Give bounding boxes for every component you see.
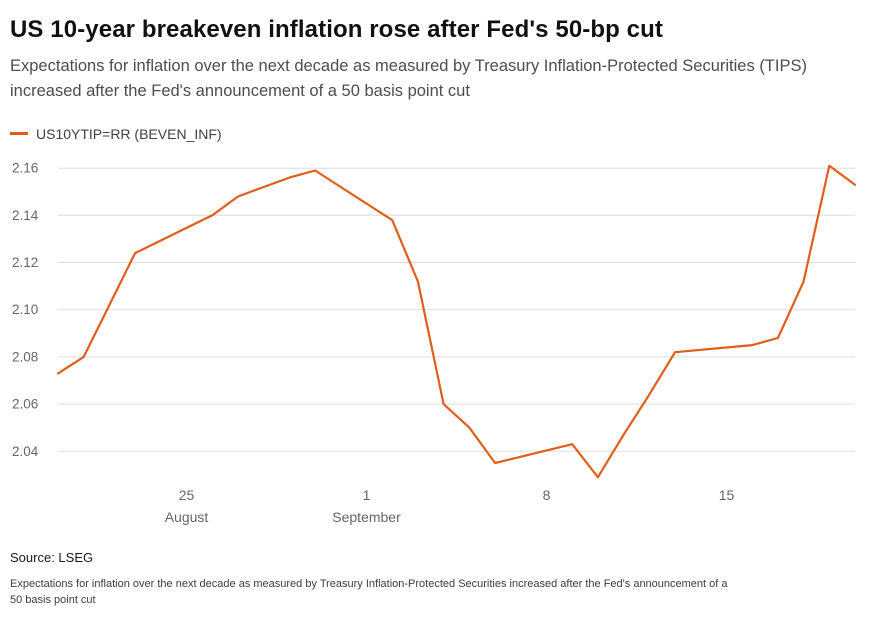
series-line	[56, 164, 857, 478]
y-axis-label: 2.16	[12, 160, 38, 175]
x-axis-label: 25	[179, 487, 195, 503]
chart-subtitle: Expectations for inflation over the next…	[10, 57, 807, 100]
x-axis-month-label: August	[165, 509, 209, 525]
x-axis-label: 1	[363, 487, 371, 503]
y-axis-label: 2.06	[12, 396, 38, 411]
y-axis-label: 2.14	[12, 207, 39, 222]
y-axis-label: 2.10	[12, 302, 38, 317]
y-axis-label: 2.04	[12, 443, 39, 458]
line-chart-svg: 2.04 2.06 2.08 2.10 2.12 2.14 2.16 25 August 1 Sep…	[12, 160, 857, 525]
x-axis-label: 15	[719, 487, 735, 503]
x-axis-month-label: September	[332, 509, 401, 525]
x-axis-label: 8	[543, 487, 551, 503]
footnote: Expectations for inflation over the next…	[10, 577, 728, 607]
source-line: Source: LSEG	[10, 549, 94, 565]
legend-line-swatch	[10, 132, 28, 135]
legend: US10YTIP=RR (BEVEN_INF)	[10, 126, 867, 142]
legend-label: US10YTIP=RR (BEVEN_INF)	[36, 125, 222, 142]
line-chart: 2.04 2.06 2.08 2.10 2.12 2.14 2.16 25 August 1 Sep…	[10, 154, 867, 534]
y-axis-label: 2.12	[12, 255, 38, 270]
chart-title: US 10-year breakeven inflation rose afte…	[10, 16, 663, 43]
y-axis-label: 2.08	[12, 349, 38, 364]
